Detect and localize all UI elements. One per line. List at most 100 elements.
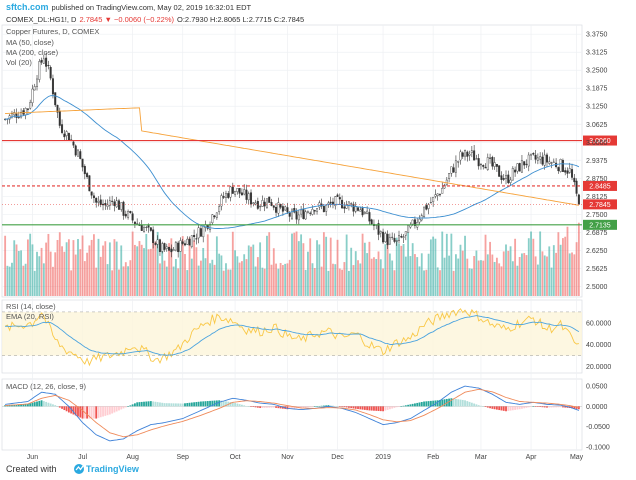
volume-bar [122, 266, 125, 296]
macd-histogram-bar [313, 406, 316, 407]
volume-bar [548, 246, 551, 296]
macd-histogram-bar [52, 404, 54, 407]
candle-body [418, 218, 421, 223]
macd-histogram-bar [322, 405, 325, 407]
macd-tick-label: 0.0000 [586, 404, 608, 411]
candle-body [47, 65, 50, 67]
candle-body [479, 164, 482, 166]
volume-bar [457, 258, 460, 296]
candle-body [457, 160, 460, 163]
volume-bar [318, 244, 321, 296]
legend-macd: MACD (12, 26, close, 9) [6, 382, 87, 391]
macd-histogram-bar [95, 406, 98, 419]
volume-bar [375, 258, 378, 296]
volume-bar [29, 233, 32, 296]
macd-histogram-bar [557, 406, 560, 408]
candle-body [76, 149, 79, 157]
candle-body [309, 212, 312, 214]
volume-bar [13, 240, 16, 296]
macd-histogram-bar [15, 404, 18, 407]
volume-bar [500, 266, 503, 296]
price-tick-label: 3.3125 [586, 50, 608, 57]
volume-bar [115, 241, 118, 296]
macd-histogram-bar [398, 406, 400, 407]
candle-body [40, 60, 43, 63]
macd-histogram-bar [136, 402, 139, 407]
candle-body [63, 133, 66, 138]
time-scale: Jun Jul Aug Sep Oct Nov Dec 2019 Feb Mar Apr May [27, 454, 584, 461]
candle-body [345, 204, 348, 209]
volume-bar [145, 233, 148, 296]
footer-brand[interactable]: TradingView [86, 464, 140, 474]
candle-body [13, 112, 16, 116]
volume-bar [227, 269, 230, 296]
candle-body [361, 208, 364, 216]
macd-histogram-bar [154, 401, 157, 407]
macd-histogram-bar [288, 406, 291, 410]
volume-bar [136, 246, 139, 296]
price-tick-label: 3.1250 [586, 104, 608, 111]
macd-histogram-bar [200, 401, 202, 407]
macd-histogram-bar [88, 406, 91, 419]
volume-bar [309, 238, 312, 296]
candle-body [325, 205, 328, 212]
candle-body [284, 206, 287, 211]
time-tick-label: Dec [331, 454, 344, 461]
candle-body [281, 206, 284, 212]
volume-bar [279, 262, 282, 296]
volume-bar [388, 253, 391, 296]
macd-histogram-bar [140, 401, 143, 407]
candle-body [293, 208, 296, 213]
candle-body [495, 163, 498, 167]
macd-histogram-bar [509, 406, 512, 411]
volume-bar [206, 234, 209, 296]
candle-body [38, 61, 41, 80]
candle-body [568, 168, 571, 173]
macd-histogram-bar [418, 402, 421, 407]
candle-body [42, 58, 45, 64]
volume-bar [143, 248, 145, 296]
macd-histogram-bar [250, 406, 252, 407]
volume-bar [450, 233, 453, 296]
macd-histogram-bar [304, 406, 307, 408]
volume-bar [11, 262, 13, 296]
candle-body [268, 196, 271, 203]
volume-bar [4, 235, 7, 296]
macd-histogram-bar [238, 404, 241, 407]
volume-bar [45, 242, 48, 296]
candle-body [552, 161, 555, 163]
candle-body [530, 153, 533, 156]
macd-histogram-bar [11, 404, 13, 407]
tradingview-logo-icon[interactable] [74, 464, 84, 474]
macd-histogram-bar [507, 406, 510, 411]
candle-body [573, 177, 576, 183]
macd-histogram-bar [448, 398, 451, 407]
macd-histogram-bar [423, 401, 425, 407]
candle-body [363, 212, 366, 214]
candle-body [124, 213, 127, 217]
candle-body [502, 178, 505, 180]
level-tag-label: 3.0060 [589, 138, 611, 145]
candle-body [473, 150, 476, 161]
macd-histogram-bar [118, 406, 120, 411]
volume-bar [193, 240, 196, 296]
volume-bar [425, 269, 428, 296]
volume-bar [72, 240, 75, 296]
macd-series [2, 385, 582, 442]
volume-bar [215, 236, 218, 296]
volume-bar [15, 244, 18, 296]
macd-histogram-bar [480, 405, 482, 407]
macd-histogram-bar [70, 406, 73, 414]
candle-body [26, 108, 29, 110]
candle-body [377, 223, 380, 235]
macd-histogram-bar [502, 406, 505, 411]
volume-bar [200, 260, 202, 296]
volume-bar [229, 269, 232, 296]
volume-bar [165, 266, 168, 296]
volume-bar [329, 237, 332, 296]
candle-body [74, 145, 77, 156]
candle-body [133, 221, 136, 224]
candle-body [402, 236, 405, 238]
candle-body [466, 151, 469, 157]
volume-bar [118, 269, 120, 296]
